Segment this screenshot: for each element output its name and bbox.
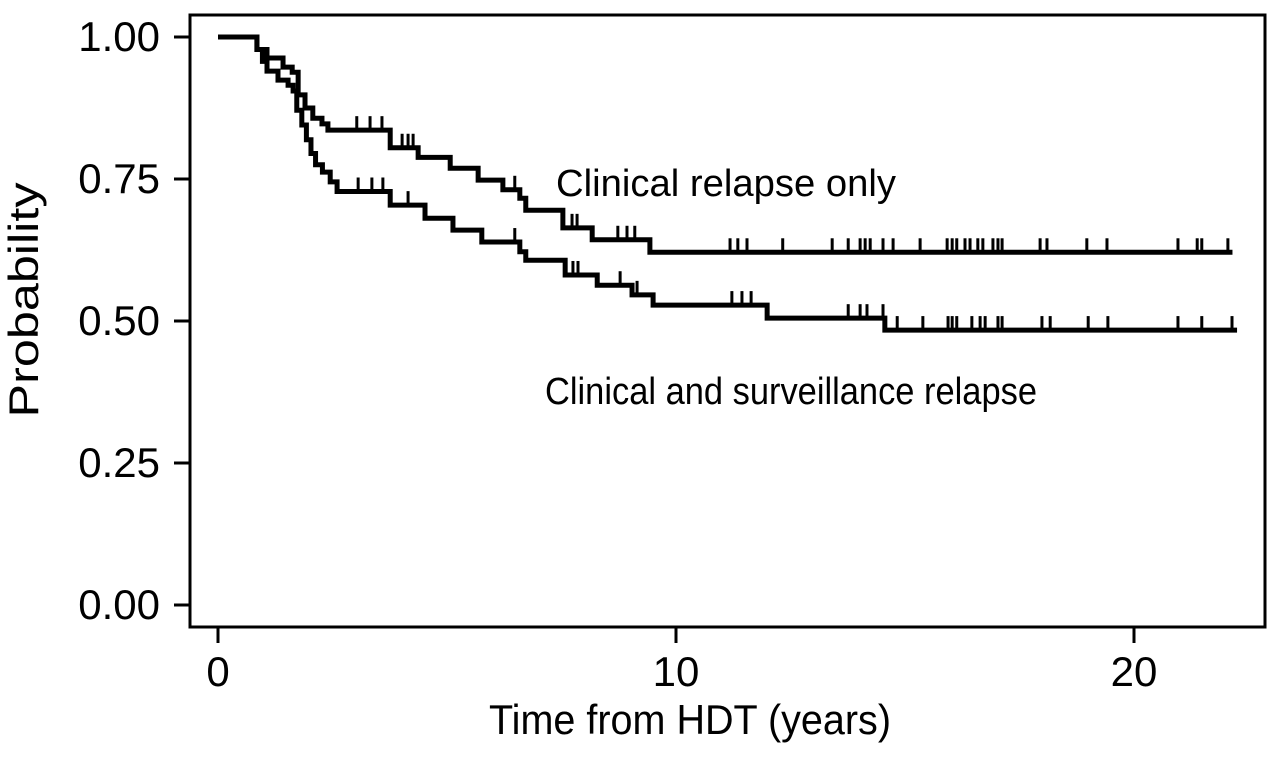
x-axis-tick-label: 10 <box>653 648 700 695</box>
y-axis-tick-label: 0.75 <box>78 155 160 202</box>
plot-border <box>188 13 1267 629</box>
curve-label-clinical-and-surveillance-relapse: Clinical and surveillance relapse <box>545 371 1037 413</box>
x-axis-tick-label: 0 <box>206 648 229 695</box>
y-axis-tick-label: 0.25 <box>78 439 160 486</box>
y-axis-tick-label: 1.00 <box>78 13 160 60</box>
y-axis-title: Probability <box>0 183 47 418</box>
y-axis-tick-label: 0.50 <box>78 297 160 344</box>
y-axis-tick-label: 0.00 <box>78 581 160 628</box>
x-axis-tick-label: 20 <box>1111 648 1158 695</box>
survival-curve-clinical-and-surveillance-relapse <box>218 34 1238 333</box>
survival-curve-clinical-relapse-only <box>218 34 1233 255</box>
curve-label-clinical-relapse-only: Clinical relapse only <box>556 163 896 205</box>
x-axis-title: Time from HDT (years) <box>489 696 891 743</box>
